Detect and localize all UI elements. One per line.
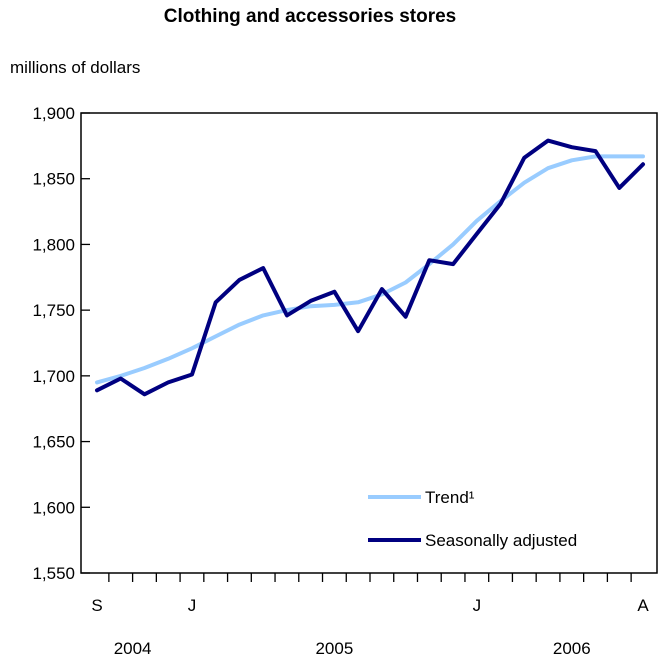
x-tick-label-month: S	[91, 596, 102, 615]
legend-label: Trend¹	[425, 488, 475, 507]
legend: Trend¹ Seasonally adjusted	[368, 488, 577, 550]
y-tick-label: 1,900	[32, 104, 75, 123]
y-tick-label: 1,750	[32, 301, 75, 320]
plot-frame	[80, 112, 658, 574]
x-axis: S J J A 2004 2005 2006	[91, 573, 649, 658]
legend-label: Seasonally adjusted	[425, 531, 577, 550]
x-tick-label-year: 2004	[114, 639, 152, 658]
series-line-seasonally-adjusted	[95, 138, 645, 397]
series-layer	[95, 138, 645, 397]
x-tick-label-year: 2005	[315, 639, 353, 658]
y-tick-label: 1,600	[32, 498, 75, 517]
y-tick-label: 1,700	[32, 367, 75, 386]
chart-title: Clothing and accessories stores	[163, 6, 457, 27]
x-tick-label-year: 2006	[553, 639, 591, 658]
y-tick-label: 1,800	[32, 235, 75, 254]
x-tick-label-month: J	[188, 596, 197, 615]
y-tick-label: 1,850	[32, 170, 75, 189]
y-tick-label: 1,550	[32, 564, 75, 583]
series-line-trend	[95, 154, 645, 385]
x-tick-label-month: A	[637, 596, 649, 615]
y-tick-label: 1,650	[32, 433, 75, 452]
x-tick-label-month: J	[473, 596, 482, 615]
y-axis-label: millions of dollars	[10, 58, 141, 77]
